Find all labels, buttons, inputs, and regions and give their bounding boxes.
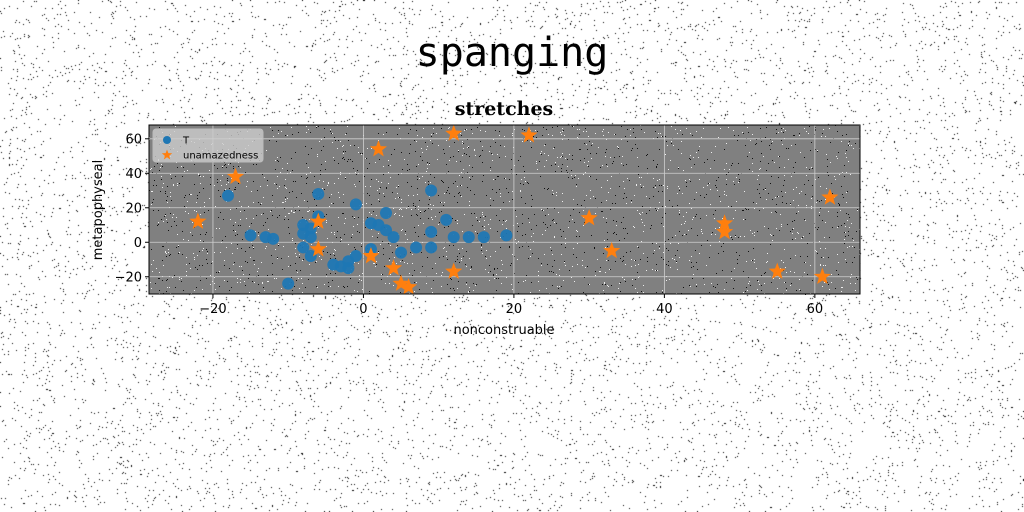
data-point-circle [425,241,438,254]
y-tick-label: 20 [125,201,142,216]
legend-entry-label: unamazedness [183,151,258,162]
y-tick-label: 60 [125,132,142,147]
data-point-circle [447,231,460,244]
data-point-star [445,262,463,279]
x-tick-label: 0 [359,302,367,317]
y-axis-label: metapophyseal [91,160,106,260]
data-point-circle [304,250,317,263]
x-tick-label: 40 [656,302,673,317]
y-tick-label: 0 [134,236,142,251]
data-point-star [392,274,410,291]
data-point-circle [500,229,513,242]
x-tick-label: 20 [506,302,523,317]
legend-marker-circle [163,136,171,144]
data-points [189,124,839,295]
data-point-circle [425,184,438,197]
data-point-star [813,267,831,285]
y-tick-label: 40 [125,167,142,182]
y-tick-label: −20 [115,270,142,285]
data-point-circle [425,225,438,238]
plot-frame [148,124,861,295]
data-point-circle [440,213,453,226]
data-point-circle [477,231,490,244]
plot-area [149,125,860,294]
data-point-star [369,140,388,157]
data-point-circle [462,231,475,244]
data-point-star [445,124,463,141]
data-point-star [384,259,403,276]
legend-marker-star [161,149,173,160]
data-point-star [603,241,621,259]
grid-lines [149,125,860,294]
data-point-circle [380,206,392,219]
data-point-star [821,188,839,205]
data-point-star [768,262,786,279]
data-point-star [189,212,207,229]
plot-speckle [149,125,861,295]
data-point-star [580,209,598,226]
data-point-circle [395,246,408,259]
data-point-star [309,212,327,229]
data-point-star [716,222,734,240]
axis-ticks: −20 0 20 40 60 −20 0 20 40 60 [115,132,824,317]
data-point-circle [222,189,234,202]
legend-box [152,128,264,163]
data-point-star [226,167,245,185]
chart-title: stretches [455,98,554,120]
data-point-star [716,214,734,231]
x-tick-label: 60 [807,302,824,317]
data-point-circle [304,231,317,244]
data-point-star [362,247,380,264]
data-point-circle [349,250,362,263]
data-point-circle [410,241,423,254]
data-point-circle [282,277,295,290]
data-point-star [309,240,327,257]
data-point-circle [244,229,257,242]
x-axis-label: nonconstruable [453,323,554,338]
data-point-circle [297,241,310,254]
data-point-circle [267,232,280,245]
data-point-circle [349,198,362,211]
data-point-star [520,126,538,143]
data-point-circle [304,222,317,235]
data-point-circle [312,187,325,200]
data-point-circle [387,231,400,244]
data-point-star [400,278,418,295]
legend-entry-label: T [182,136,190,147]
x-tick-label: −20 [199,302,226,317]
figure-suptitle: spanging [415,30,609,76]
